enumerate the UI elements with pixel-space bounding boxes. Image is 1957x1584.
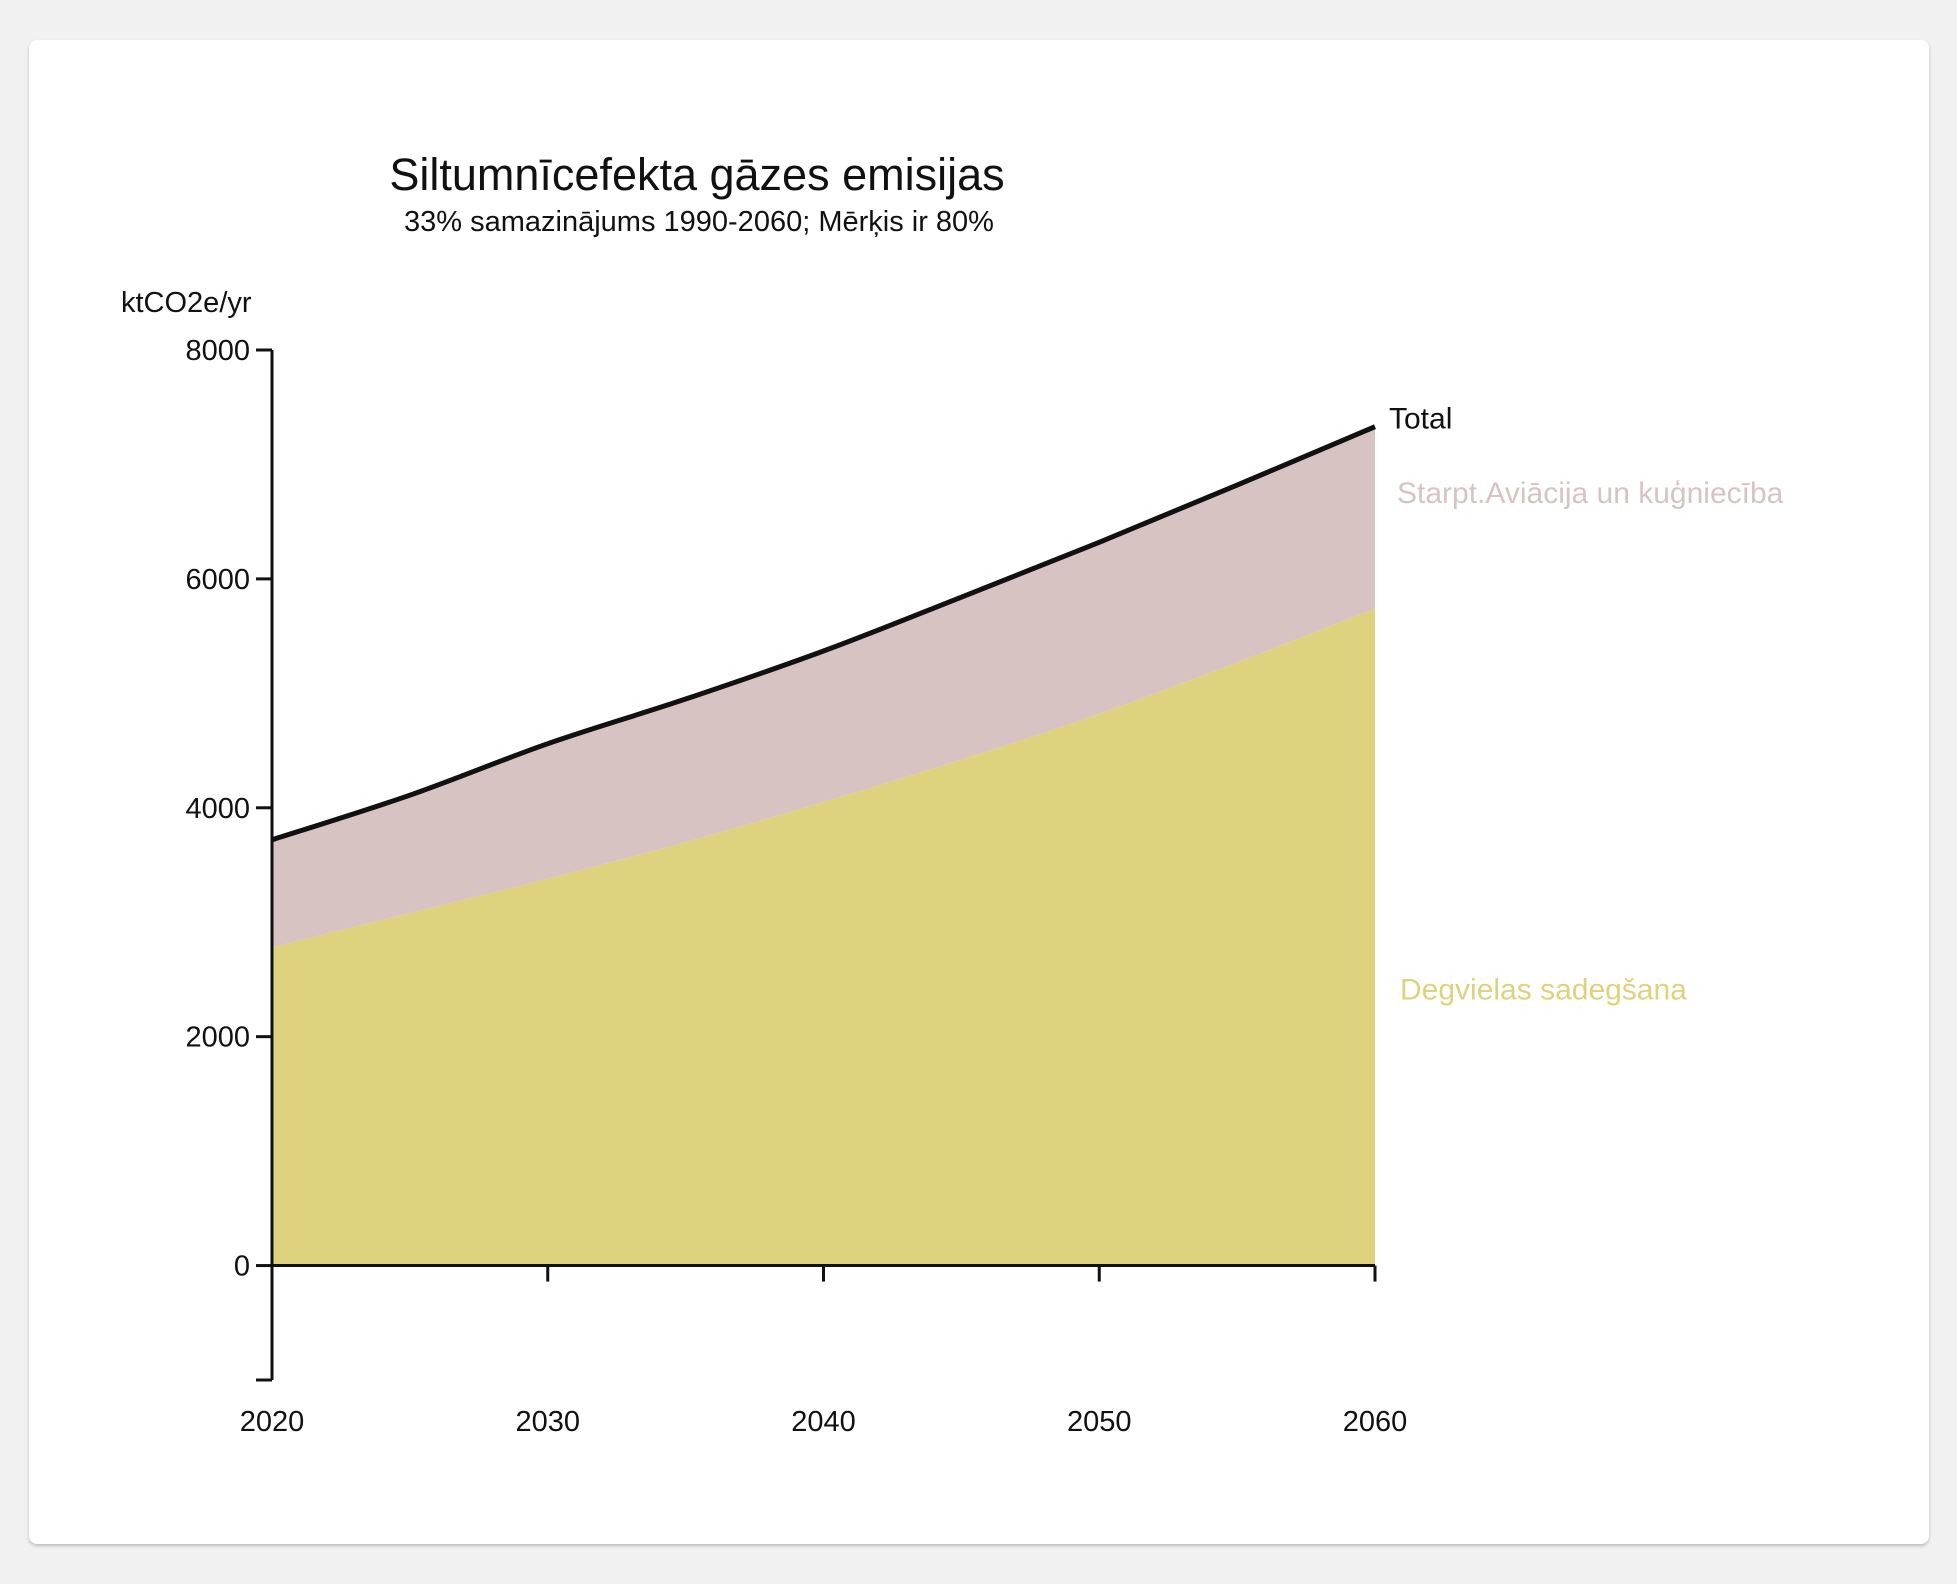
series-labels: Total Starpt.Aviācija un kuģniecība Degvie…	[1389, 403, 1784, 1007]
series-label-fuel: Degvielas sadegšana	[1400, 974, 1687, 1007]
y-tick-label: 6000	[185, 564, 250, 596]
total-line-layer	[271, 424, 1376, 843]
axes: 0 2000 4000 6000 8000 2020 2030 2040 2050 2060	[185, 335, 1407, 1438]
y-axis-label: ktCO2e/yr	[121, 287, 252, 319]
x-tick-label: 2050	[1067, 1406, 1132, 1438]
chart-subtitle: 33% samazinājums 1990-2060; Mērķis ir 80…	[404, 206, 994, 238]
chart: Siltumnīcefekta gāzes emisijas 33% samaz…	[121, 149, 1784, 1438]
series-label-aviation: Starpt.Aviācija un kuģniecība	[1397, 477, 1784, 510]
area-series-1	[272, 426, 1375, 948]
chart-card: Siltumnīcefekta gāzes emisijas 33% samaz…	[29, 40, 1929, 1544]
area-layer	[272, 426, 1375, 1266]
chart-title: Siltumnīcefekta gāzes emisijas	[389, 149, 1004, 200]
x-tick-label: 2030	[515, 1406, 580, 1438]
total-label: Total	[1389, 403, 1452, 436]
x-tick-label: 2020	[240, 1406, 305, 1438]
y-tick-label: 2000	[185, 1022, 250, 1054]
area-series-0	[272, 608, 1375, 1266]
total-line	[271, 424, 1376, 843]
y-tick-label: 0	[234, 1251, 250, 1283]
y-tick-label: 8000	[185, 335, 250, 367]
y-tick-label: 4000	[185, 793, 250, 825]
x-tick-label: 2060	[1343, 1406, 1408, 1438]
x-tick-label: 2040	[791, 1406, 856, 1438]
